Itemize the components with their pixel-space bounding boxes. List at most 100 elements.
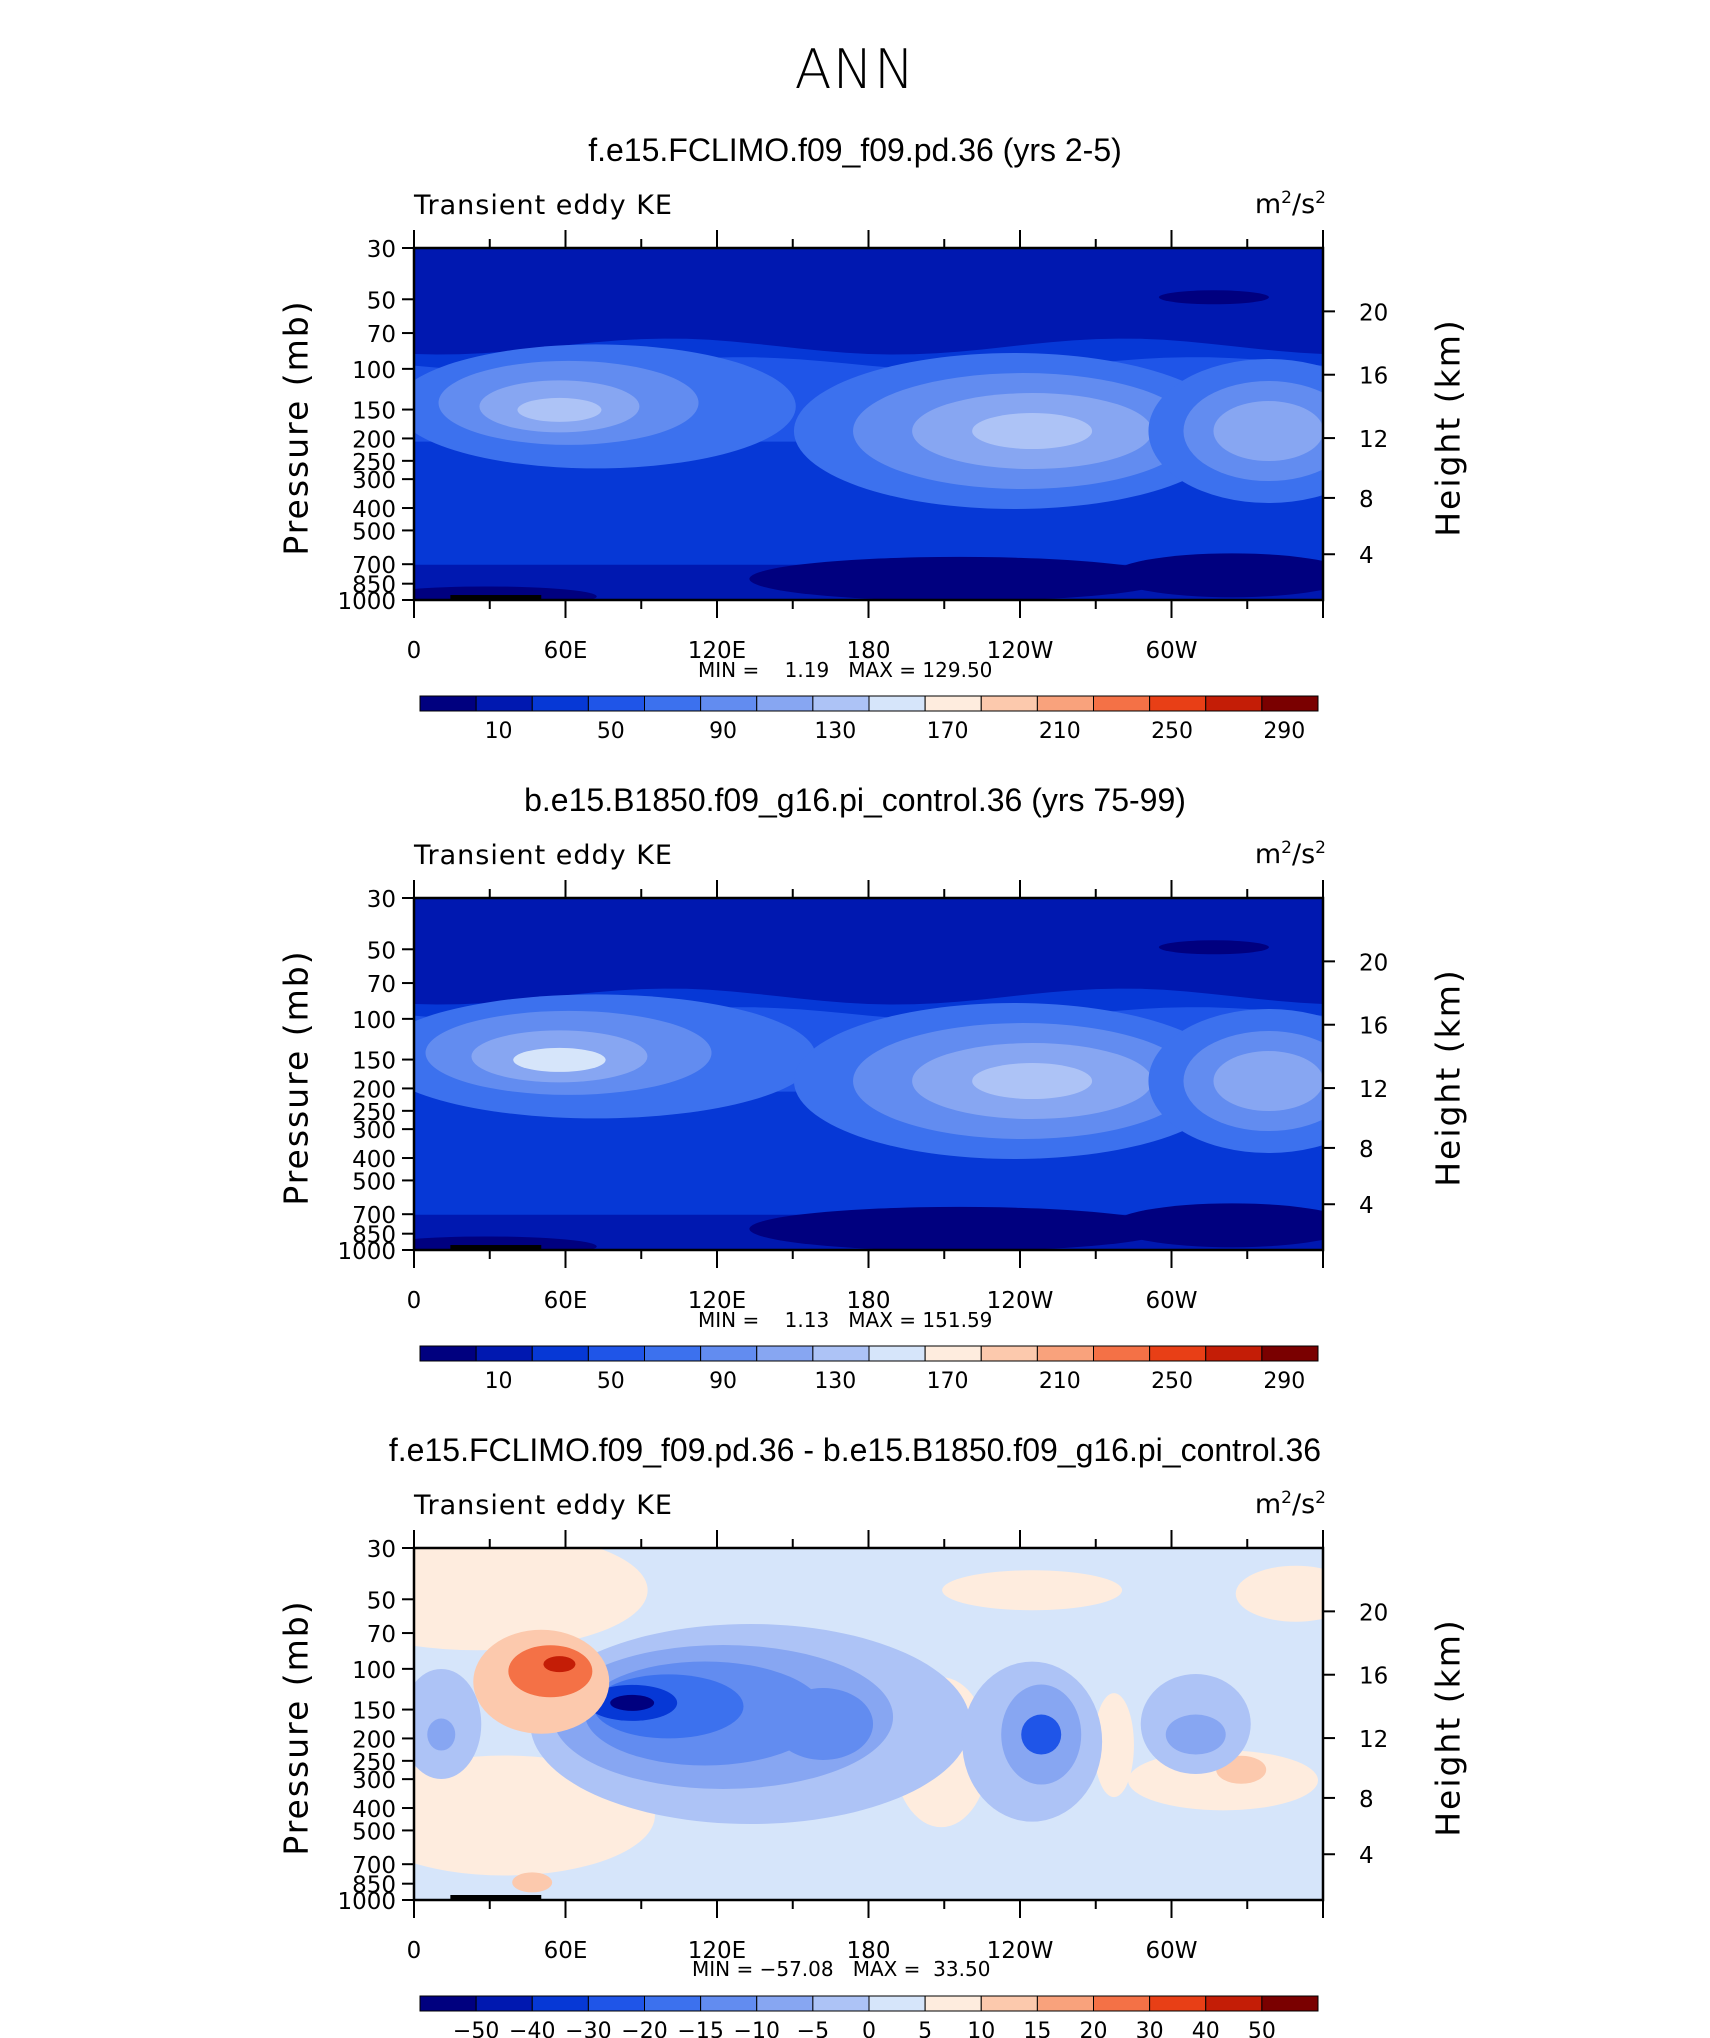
y-tick-label: 150	[352, 1699, 396, 1725]
contour-fill	[610, 1694, 655, 1711]
colorbar-swatch	[587, 1995, 645, 2012]
colorbar-swatch	[1205, 1995, 1263, 2012]
x-tick-label: 120E	[688, 1938, 746, 1964]
colorbar-label: 90	[709, 1369, 737, 1394]
panel-title: f.e15.FCLIMO.f09_f09.pd.36 - b.e15.B1850…	[388, 1432, 1322, 1468]
contour-fill	[414, 1548, 648, 1651]
y-tick-label: 250	[352, 1750, 396, 1776]
y-tick-label: 30	[367, 1537, 396, 1563]
x-tick-label: 0	[407, 1288, 422, 1314]
contour-fill	[1021, 1714, 1062, 1755]
units-label: m2/s2	[1254, 188, 1326, 220]
colorbar-label: 130	[814, 719, 856, 744]
units-label: m2/s2	[1254, 1488, 1326, 1520]
y-right-tick-label: 12	[1359, 1727, 1388, 1753]
topography-mask	[450, 595, 542, 600]
y-tick-label: 30	[367, 237, 396, 263]
colorbar-label: 90	[709, 719, 737, 744]
colorbar-label: 210	[1039, 719, 1081, 744]
x-tick-label: 0	[407, 638, 422, 664]
y-tick-label: 50	[367, 938, 396, 964]
y-tick-label: 250	[352, 450, 396, 476]
colorbar-label: −30	[565, 2019, 611, 2038]
x-tick-label: 60W	[1145, 1938, 1197, 1964]
colorbar-swatch	[1261, 1345, 1319, 1362]
x-tick-label: 180	[847, 638, 891, 664]
colorbar-label: −40	[509, 2019, 555, 2038]
y-tick-label: 150	[352, 399, 396, 425]
colorbar-label: −10	[734, 2019, 780, 2038]
x-tick-label: 0	[407, 1938, 422, 1964]
colorbar-label: −50	[453, 2019, 499, 2038]
colorbar-label: 290	[1263, 719, 1305, 744]
y-tick-label: 1000	[337, 1239, 396, 1265]
colorbar-swatch	[868, 1995, 926, 2012]
y-tick-label: 200	[352, 1077, 396, 1103]
contour-fill	[1213, 1051, 1323, 1112]
y-right-tick-label: 8	[1359, 1137, 1374, 1163]
y-tick-label: 700	[352, 553, 396, 579]
colorbar-label: 20	[1080, 2019, 1108, 2038]
colorbar-label: 15	[1023, 2019, 1051, 2038]
contour-plot: 3050701001502002503004005007008501000201…	[337, 230, 1388, 744]
y-tick-label: 200	[352, 427, 396, 453]
colorbar-label: 5	[918, 2019, 932, 2038]
contour-fill	[513, 1047, 606, 1072]
y-tick-label: 70	[367, 972, 396, 998]
min-max-readout: MIN = 1.19 MAX = 129.50	[698, 658, 993, 682]
contour-fill	[427, 1718, 456, 1751]
colorbar-label: 50	[597, 1369, 625, 1394]
y-tick-label: 850	[352, 1223, 396, 1249]
y-tick-label: 1000	[337, 1889, 396, 1915]
x-tick-label: 120E	[688, 1288, 746, 1314]
y-right-tick-label: 8	[1359, 1787, 1374, 1813]
colorbar-label: 250	[1151, 1369, 1193, 1394]
colorbar-label: −5	[797, 2019, 829, 2038]
colorbar-label: 0	[862, 2019, 876, 2038]
colorbar: 10 50 90 130 170 210 250 290	[419, 1345, 1319, 1394]
colorbar-label: 170	[927, 1369, 969, 1394]
y-tick-label: 200	[352, 1727, 396, 1753]
contour-fill	[1112, 553, 1323, 598]
contour-fill	[749, 556, 1170, 600]
x-tick-label: 60E	[544, 1938, 588, 1964]
y-tick-label: 400	[352, 1147, 396, 1173]
x-tick-label: 120W	[987, 638, 1054, 664]
panel-title: b.e15.B1850.f09_g16.pi_control.36 (yrs 7…	[524, 782, 1186, 818]
topography-mask	[450, 1895, 542, 1900]
colorbar-label: 170	[927, 719, 969, 744]
y-tick-label: 400	[352, 497, 396, 523]
colorbar-swatch	[419, 1995, 477, 2012]
y-tick-label: 100	[352, 358, 396, 384]
contour-fill	[942, 1570, 1123, 1611]
panel-2: b.e15.B1850.f09_g16.pi_control.36 (yrs 7…	[277, 782, 1468, 1394]
y-right-tick-label: 16	[1359, 364, 1388, 390]
contour-fill	[1112, 1203, 1323, 1248]
contour-fill	[972, 1063, 1093, 1100]
colorbar-label: 50	[597, 719, 625, 744]
contour-fill	[1158, 290, 1269, 305]
colorbar-swatch	[700, 1995, 758, 2012]
y-right-tick-label: 20	[1359, 300, 1388, 326]
y-tick-label: 1000	[337, 589, 396, 615]
y-tick-label: 300	[352, 1118, 396, 1144]
colorbar-swatch	[812, 1995, 870, 2012]
units-label: m2/s2	[1254, 838, 1326, 870]
y-right-tick-label: 8	[1359, 487, 1374, 513]
y-tick-label: 500	[352, 519, 396, 545]
topography-mask	[450, 1245, 542, 1250]
colorbar-label: 40	[1192, 2019, 1220, 2038]
main-title: ANN	[794, 38, 916, 101]
x-tick-label: 60W	[1145, 638, 1197, 664]
contour-fill	[1158, 940, 1269, 955]
y-tick-label: 100	[352, 1658, 396, 1684]
colorbar-swatch	[475, 1995, 533, 2012]
x-tick-label: 180	[847, 1938, 891, 1964]
y-right-tick-label: 4	[1359, 543, 1374, 569]
y-right-tick-label: 20	[1359, 1600, 1388, 1626]
y-tick-label: 850	[352, 573, 396, 599]
colorbar-label: 210	[1039, 1369, 1081, 1394]
